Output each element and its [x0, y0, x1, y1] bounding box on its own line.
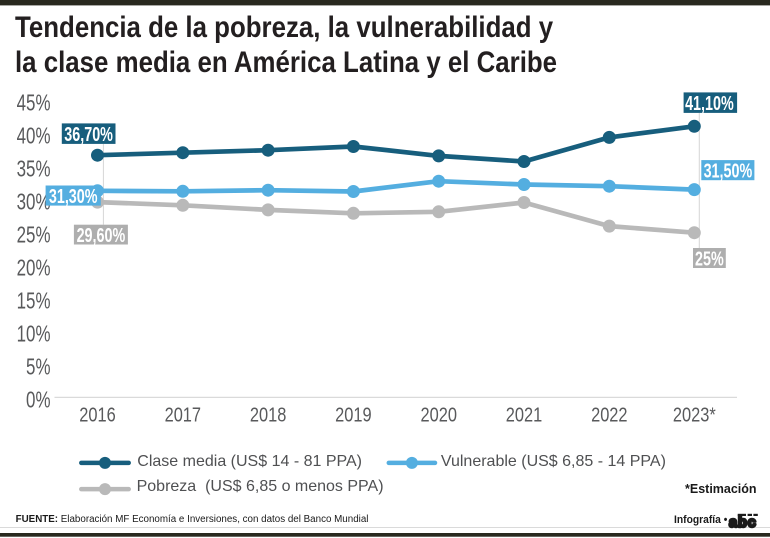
- svg-text:25%: 25%: [695, 247, 724, 270]
- svg-text:30%: 30%: [17, 189, 51, 215]
- svg-text:0%: 0%: [26, 387, 50, 413]
- svg-text:15%: 15%: [17, 288, 51, 314]
- svg-text:2016: 2016: [79, 403, 115, 426]
- svg-text:45%: 45%: [17, 90, 51, 116]
- svg-text:2021: 2021: [506, 403, 542, 426]
- svg-text:10%: 10%: [17, 321, 51, 347]
- svg-text:abc: abc: [729, 515, 757, 531]
- svg-text:36,70%: 36,70%: [64, 122, 113, 145]
- svg-text:25%: 25%: [17, 222, 51, 248]
- svg-text:2020: 2020: [420, 403, 456, 426]
- svg-text:35%: 35%: [17, 156, 51, 182]
- svg-text:5%: 5%: [26, 354, 50, 380]
- svg-text:2017: 2017: [165, 403, 201, 426]
- svg-text:2019: 2019: [335, 403, 371, 426]
- svg-text:31,30%: 31,30%: [49, 184, 98, 207]
- svg-text:2018: 2018: [250, 403, 286, 426]
- svg-text:40%: 40%: [17, 123, 51, 149]
- svg-text:29,60%: 29,60%: [77, 224, 126, 247]
- svg-text:31,50%: 31,50%: [704, 159, 753, 182]
- svg-text:20%: 20%: [17, 255, 51, 281]
- svg-text:2022: 2022: [591, 403, 627, 426]
- svg-text:2023*: 2023*: [673, 403, 716, 426]
- svg-text:41,10%: 41,10%: [685, 91, 734, 114]
